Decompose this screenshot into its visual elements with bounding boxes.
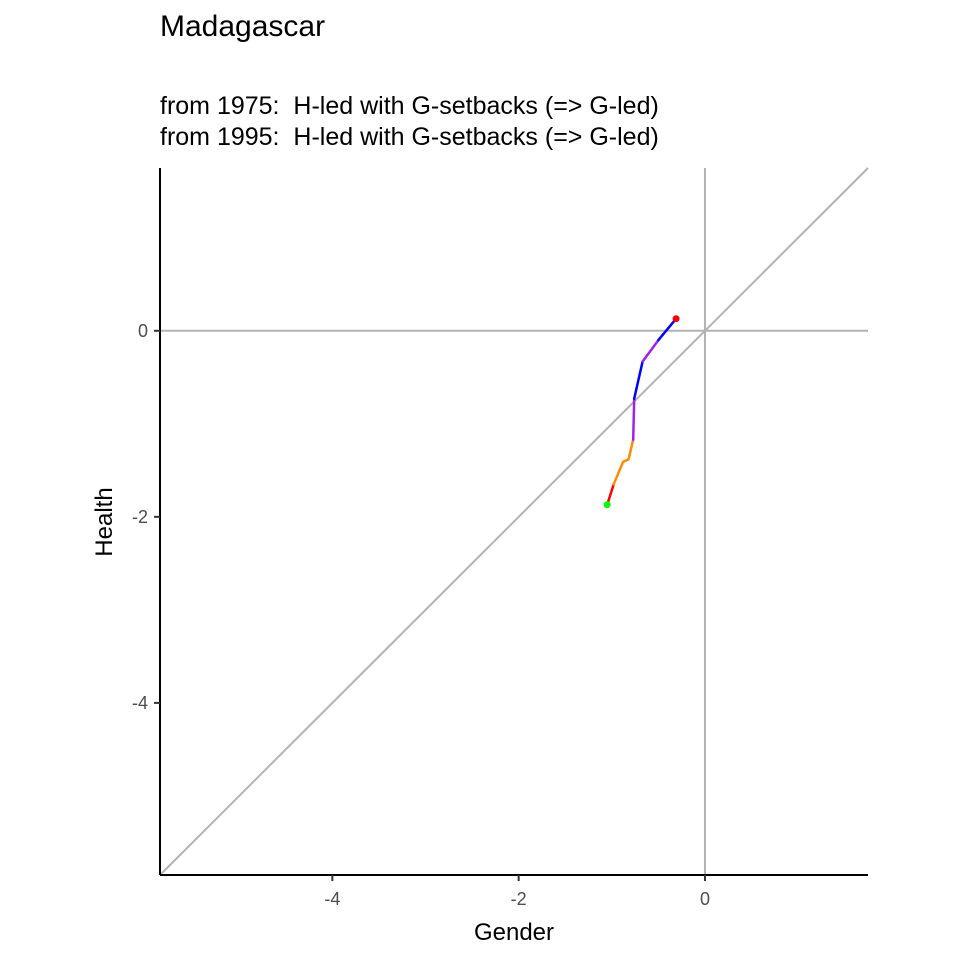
axes: [159, 168, 868, 876]
chart-subtitle-line-1: from 1975: H-led with G-setbacks (=> G-l…: [160, 92, 659, 120]
series-line-segment: [612, 438, 635, 486]
chart-subtitle-line-2: from 1995: H-led with G-setbacks (=> G-l…: [160, 123, 659, 151]
x-tick-label: -2: [511, 889, 527, 909]
series-end-point: [672, 315, 680, 323]
y-axis-title: Health: [91, 487, 118, 556]
y-tick-label: 0: [138, 321, 148, 341]
series-start-point: [603, 501, 611, 509]
x-tick-label: -4: [324, 889, 340, 909]
x-axis-title: Gender: [474, 919, 554, 946]
axis-ticks: -4 -2 0 0 -2 -4: [132, 321, 710, 909]
x-tick-label: 0: [700, 889, 710, 909]
reference-lines: [159, 167, 869, 876]
reference-line-diagonal: [159, 167, 869, 876]
series-line-segment: [605, 483, 615, 507]
y-tick-label: -4: [132, 693, 148, 713]
series-line-segment: [657, 317, 678, 342]
y-tick-label: -2: [132, 507, 148, 527]
data-series: [603, 315, 680, 509]
series-line-segment: [632, 360, 644, 400]
series-line-segment: [631, 397, 636, 441]
chart-title: Madagascar: [160, 10, 326, 43]
series-line-segment: [641, 338, 660, 363]
